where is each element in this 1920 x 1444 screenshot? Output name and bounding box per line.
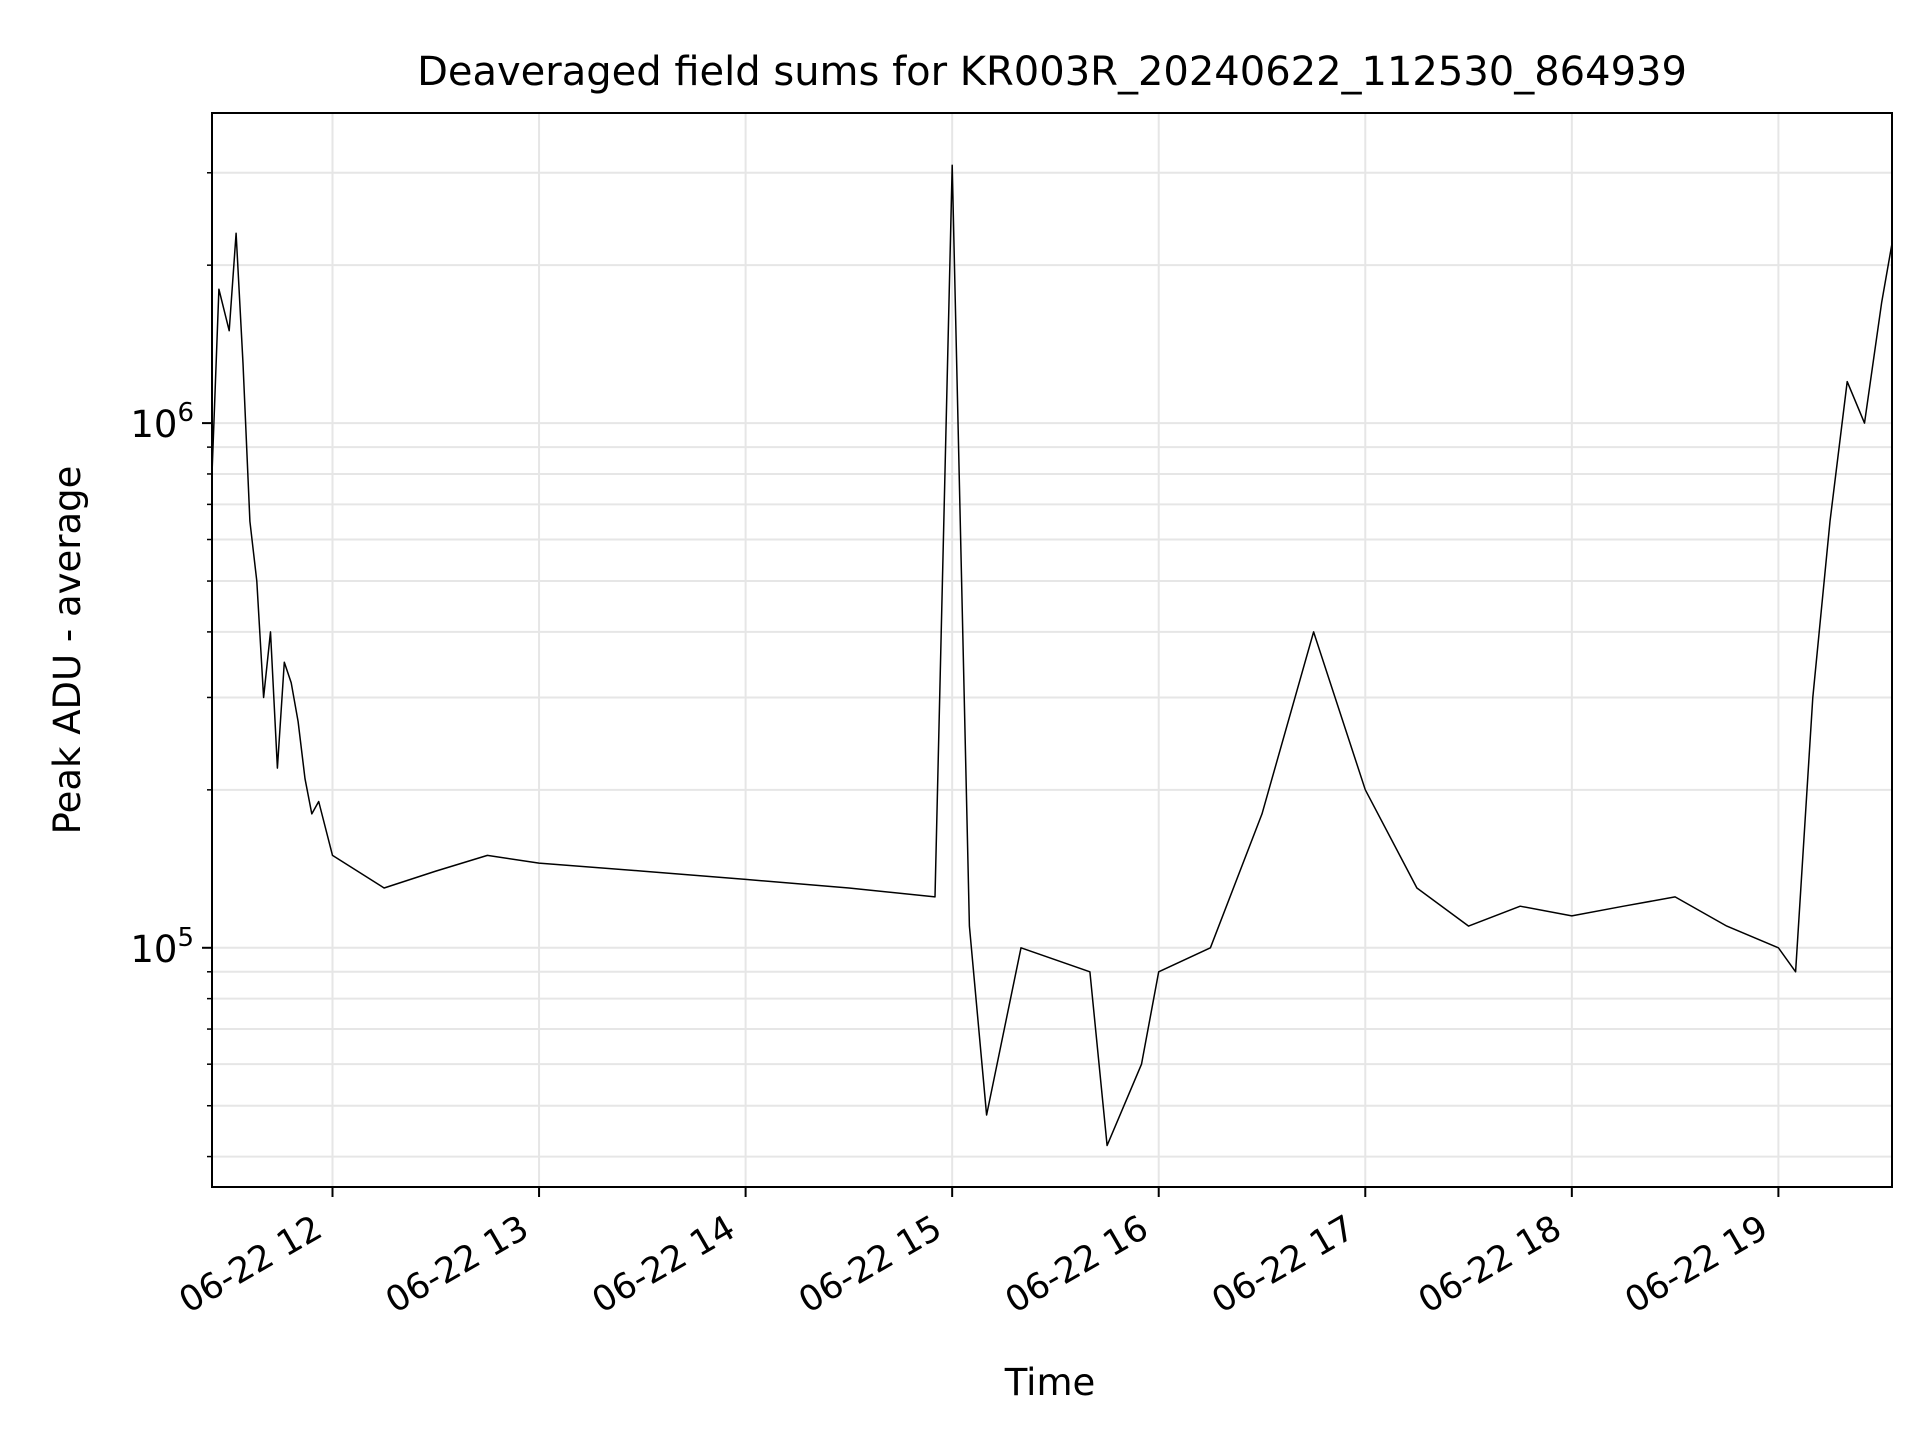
plot-frame xyxy=(211,112,1893,1188)
y-axis-label: Peak ADU - average xyxy=(46,466,89,835)
grid-layer xyxy=(212,113,1892,1187)
x-axis-label: Time xyxy=(1004,1361,1096,1404)
y-tick-label: 106 xyxy=(130,398,194,446)
y-axis: 105 106 xyxy=(130,172,212,1158)
y-tick-label: 105 xyxy=(130,923,194,971)
series-line xyxy=(211,164,1893,1147)
data-layer xyxy=(211,164,1893,1147)
chart-title: Deaveraged field sums for KR003R_2024062… xyxy=(417,49,1687,95)
